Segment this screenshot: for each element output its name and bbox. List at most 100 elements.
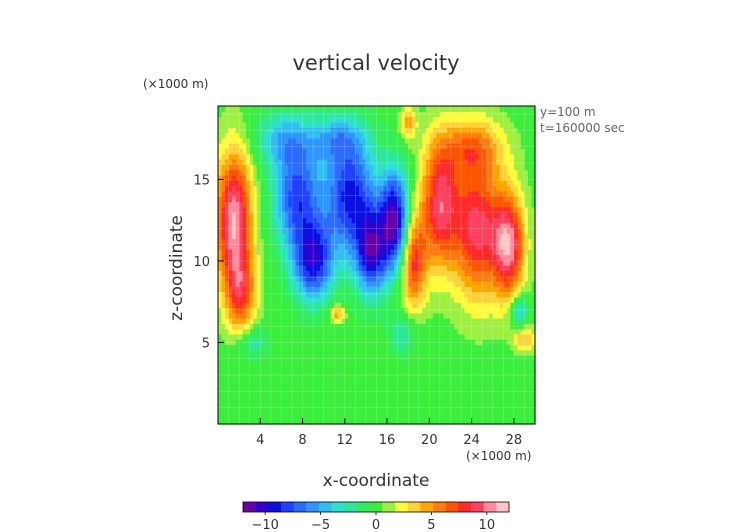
heatmap-cell <box>358 307 364 314</box>
heatmap-cell <box>263 222 268 229</box>
heatmap-cell <box>376 196 381 202</box>
heatmap-cell <box>323 254 328 261</box>
heatmap-cell <box>246 381 251 388</box>
heatmap-cell <box>513 402 518 409</box>
heatmap-cell <box>446 159 452 165</box>
heatmap-cell <box>422 318 427 324</box>
heatmap-cell <box>270 397 275 404</box>
heatmap-cell <box>355 376 360 383</box>
heatmap-cell <box>263 397 268 404</box>
heatmap-cell <box>471 190 476 197</box>
heatmap-cell <box>320 206 325 213</box>
heatmap-cell <box>365 402 371 409</box>
heatmap-cell <box>383 249 388 255</box>
heatmap-cell <box>418 174 423 181</box>
heatmap-cell <box>299 333 304 340</box>
heatmap-cell <box>288 402 293 409</box>
heatmap-cell <box>394 402 399 409</box>
heatmap-cell <box>468 217 473 224</box>
heatmap-cell <box>365 254 371 261</box>
heatmap-cell <box>334 344 339 351</box>
heatmap-cell <box>270 196 275 202</box>
heatmap-cell <box>387 143 392 149</box>
heatmap-cell <box>446 137 452 144</box>
heatmap-cell <box>453 249 459 255</box>
heatmap-cell <box>478 222 483 229</box>
heatmap-cell <box>404 280 409 287</box>
heatmap-cell <box>492 270 497 277</box>
heatmap-cell <box>446 233 452 240</box>
heatmap-cell <box>471 402 476 409</box>
heatmap-cell <box>260 217 265 224</box>
heatmap-cell <box>503 159 508 165</box>
heatmap-cell <box>401 365 406 372</box>
heatmap-cell <box>482 265 487 271</box>
heatmap-cell <box>471 339 476 346</box>
heatmap-cell <box>218 413 223 420</box>
heatmap-cell <box>496 137 501 144</box>
heatmap-cell <box>232 355 237 361</box>
heatmap-cell <box>524 333 529 340</box>
heatmap-cell <box>380 328 385 335</box>
heatmap-cell <box>485 180 490 187</box>
heatmap-cell <box>453 174 459 181</box>
heatmap-cell <box>376 159 381 165</box>
heatmap-cell <box>461 402 466 409</box>
heatmap-cell <box>475 365 480 372</box>
heatmap-cell <box>453 408 459 414</box>
heatmap-cell <box>387 307 392 314</box>
heatmap-cell <box>471 291 476 298</box>
heatmap-cell <box>337 249 342 255</box>
heatmap-cell <box>471 381 476 388</box>
heatmap-cell <box>527 185 533 192</box>
heatmap-cell <box>341 132 346 139</box>
heatmap-cell <box>306 201 311 208</box>
heatmap-cell <box>387 344 392 351</box>
heatmap-cell <box>394 243 399 250</box>
heatmap-cell <box>249 196 254 202</box>
heatmap-cell <box>520 164 526 171</box>
heatmap-cell <box>489 344 494 351</box>
heatmap-cell <box>295 132 300 139</box>
heatmap-cell <box>302 333 307 340</box>
heatmap-cell <box>513 164 518 171</box>
heatmap-cell <box>520 153 526 160</box>
heatmap-cell <box>281 265 286 271</box>
heatmap-cell <box>510 265 515 271</box>
heatmap-cell <box>228 143 233 149</box>
heatmap-cell <box>355 227 360 234</box>
heatmap-cell <box>404 243 409 250</box>
heatmap-cell <box>218 318 223 324</box>
heatmap-cell <box>253 243 258 250</box>
heatmap-cell <box>496 339 501 346</box>
heatmap-cell <box>302 196 307 202</box>
heatmap-cell <box>468 402 473 409</box>
heatmap-cell <box>313 190 318 197</box>
heatmap-cell <box>383 344 388 351</box>
heatmap-cell <box>249 355 254 361</box>
heatmap-cell <box>327 143 332 149</box>
heatmap-cell <box>277 355 282 361</box>
heatmap-cell <box>242 196 247 202</box>
heatmap-cell <box>239 360 244 367</box>
heatmap-cell <box>330 418 335 425</box>
heatmap-cell <box>468 233 473 240</box>
heatmap-cell <box>457 148 462 155</box>
heatmap-cell <box>506 418 511 425</box>
heatmap-cell <box>372 212 378 218</box>
heatmap-cell <box>443 206 448 213</box>
heatmap-cell <box>277 286 282 293</box>
heatmap-cell <box>401 254 406 261</box>
heatmap-cell <box>288 349 293 356</box>
heatmap-cell <box>299 418 304 425</box>
heatmap-cell <box>475 238 480 245</box>
heatmap-cell <box>256 402 261 409</box>
heatmap-cell <box>351 371 356 377</box>
heatmap-cell <box>506 365 511 372</box>
heatmap-cell <box>408 302 413 308</box>
heatmap-cell <box>510 143 515 149</box>
heatmap-cell <box>408 227 413 234</box>
heatmap-cell <box>221 349 226 356</box>
heatmap-cell <box>337 376 342 383</box>
heatmap-cell <box>517 312 522 319</box>
